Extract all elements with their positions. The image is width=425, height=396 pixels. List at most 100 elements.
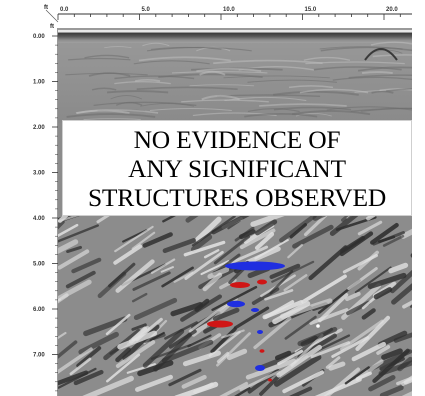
surface-hyperbola bbox=[364, 48, 398, 61]
x-tick-label: 15.0 bbox=[305, 7, 317, 13]
reflection-band bbox=[142, 232, 173, 248]
reflection-stroke bbox=[371, 90, 394, 94]
reflection-band bbox=[403, 377, 412, 385]
reflection-band bbox=[106, 353, 141, 383]
reflection-band bbox=[58, 279, 92, 302]
reflection-band bbox=[164, 321, 198, 340]
ground-surface-band bbox=[58, 33, 412, 43]
reflection-band bbox=[114, 225, 154, 253]
reflection-band bbox=[58, 331, 67, 340]
reflection-stroke bbox=[115, 101, 143, 106]
reflection-band bbox=[213, 235, 250, 265]
reflection-band bbox=[239, 228, 276, 250]
reflection-band bbox=[287, 243, 304, 259]
reflection-band bbox=[402, 300, 412, 309]
reflection-stroke bbox=[106, 90, 169, 94]
y-tick-label: 1.00 bbox=[33, 80, 45, 86]
reflection-band bbox=[122, 229, 148, 243]
reflection-band bbox=[346, 300, 371, 316]
reflection-band bbox=[357, 220, 383, 236]
reflection-band bbox=[239, 370, 281, 392]
reflection-band bbox=[65, 270, 96, 289]
reflection-band bbox=[355, 315, 391, 352]
reflection-stroke bbox=[379, 88, 412, 92]
reflection-band bbox=[282, 370, 324, 394]
reflection-band bbox=[221, 329, 245, 339]
reflection-band bbox=[344, 366, 370, 385]
reflection-stroke bbox=[66, 113, 156, 118]
reflection-stroke bbox=[299, 88, 369, 94]
anomaly-blob bbox=[255, 365, 265, 371]
reflection-band bbox=[345, 291, 361, 302]
reflection-stroke bbox=[326, 106, 412, 111]
reflection-band bbox=[173, 271, 194, 283]
reflection-band bbox=[190, 234, 213, 253]
reflection-stroke bbox=[247, 79, 337, 83]
reflection-band bbox=[207, 267, 230, 280]
reflection-band bbox=[162, 238, 196, 254]
reflection-stroke bbox=[68, 57, 131, 61]
reflection-stroke bbox=[199, 70, 226, 76]
reflection-stroke bbox=[196, 67, 262, 72]
annotation-line-2: ANY SIGNIFICANT bbox=[128, 153, 346, 183]
reflection-band bbox=[210, 327, 237, 354]
reflection-band bbox=[254, 232, 275, 250]
reflection-band bbox=[297, 326, 338, 347]
reflection-band bbox=[415, 346, 425, 371]
reflection-stroke bbox=[83, 118, 141, 120]
reflection-stroke bbox=[114, 75, 195, 80]
reflection-band bbox=[193, 382, 214, 394]
reflection-band bbox=[76, 346, 102, 368]
reflection-stroke bbox=[93, 101, 197, 107]
reflection-band bbox=[276, 344, 322, 378]
reflection-band bbox=[131, 323, 147, 331]
reflection-stroke bbox=[136, 86, 238, 90]
reflection-band bbox=[292, 224, 334, 249]
reflection-stroke bbox=[171, 70, 268, 74]
reflection-stroke bbox=[244, 113, 318, 118]
y-tick-label: 6.00 bbox=[33, 307, 45, 313]
y-tick-label: 3.00 bbox=[33, 171, 45, 177]
upper-reflection-texture bbox=[65, 41, 412, 120]
reflection-band bbox=[274, 350, 292, 361]
reflection-stroke bbox=[247, 108, 300, 113]
reflection-band bbox=[255, 219, 278, 236]
reflection-stroke bbox=[104, 46, 132, 49]
reflection-band bbox=[264, 300, 295, 319]
reflection-band bbox=[183, 240, 226, 257]
reflection-band bbox=[410, 304, 412, 308]
reflection-band bbox=[212, 307, 240, 322]
lower-reflection-texture bbox=[58, 185, 425, 396]
annotation-line-3: STRUCTURES OBSERVED bbox=[87, 182, 387, 212]
reflection-band bbox=[400, 228, 412, 239]
reflection-band bbox=[58, 249, 90, 270]
reflection-band bbox=[234, 387, 251, 396]
anomaly-blob bbox=[225, 261, 285, 271]
reflection-band bbox=[160, 266, 174, 273]
reflection-stroke bbox=[146, 46, 252, 52]
reflection-band bbox=[58, 370, 89, 386]
reflection-band bbox=[314, 377, 362, 396]
reflection-band bbox=[264, 289, 294, 301]
reflection-band bbox=[289, 386, 313, 396]
reflection-band bbox=[184, 250, 224, 280]
y-tick-label: 5.00 bbox=[33, 262, 45, 268]
reflection-stroke bbox=[189, 84, 255, 87]
reflection-band bbox=[245, 246, 281, 265]
reflection-band bbox=[195, 216, 222, 243]
reflection-band bbox=[180, 294, 222, 322]
reflection-band bbox=[228, 245, 269, 265]
reflection-stroke bbox=[223, 75, 330, 79]
reflection-band bbox=[309, 308, 349, 325]
anomaly-blob bbox=[259, 349, 265, 353]
reflection-band bbox=[325, 356, 341, 369]
anomaly-blob bbox=[230, 282, 250, 288]
reflection-stroke bbox=[386, 87, 412, 92]
reflection-band bbox=[274, 354, 322, 387]
reflection-stroke bbox=[291, 110, 371, 116]
reflection-band bbox=[115, 340, 156, 369]
reflection-stroke bbox=[201, 94, 240, 101]
x-tick-label: 20.0 bbox=[386, 7, 398, 13]
reflection-band bbox=[203, 249, 220, 259]
reflection-band bbox=[73, 369, 104, 386]
